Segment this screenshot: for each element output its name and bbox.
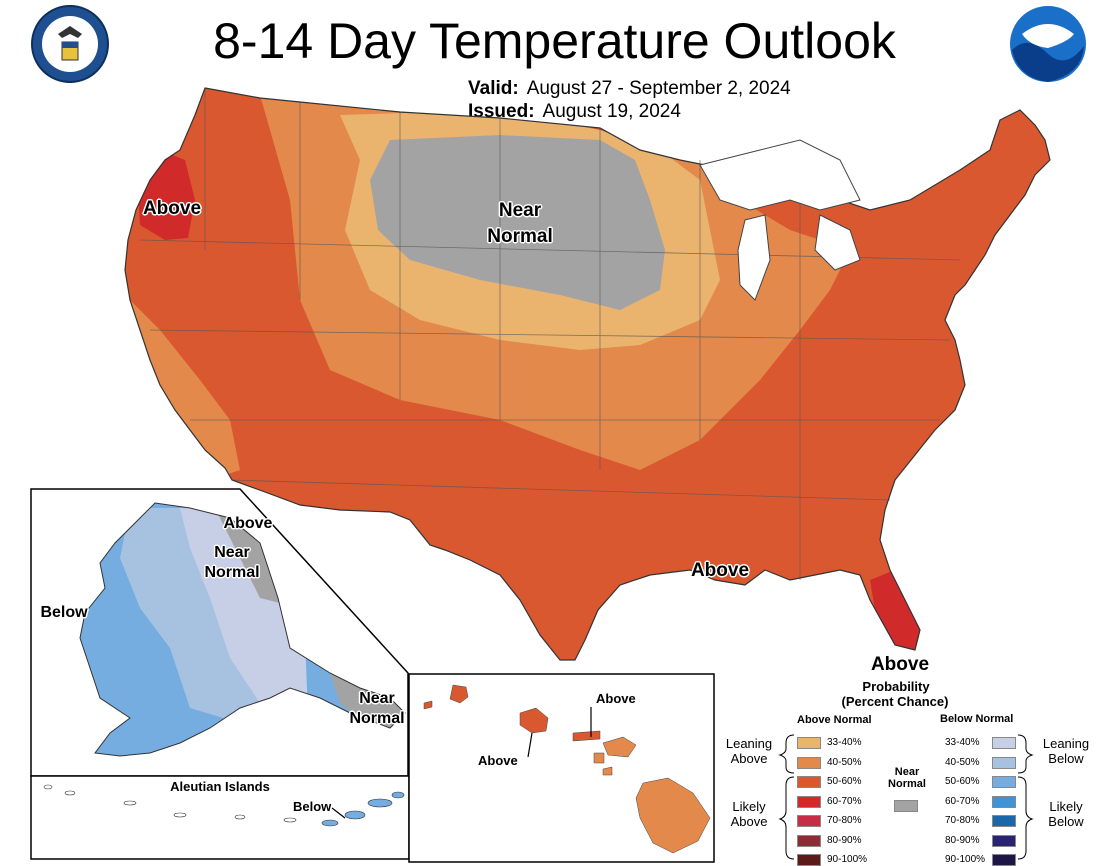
legend-above-braces (778, 734, 795, 860)
alaska-below-label: Below (40, 604, 88, 621)
above-60-70-florida-region (870, 570, 920, 650)
hawaii-lanai (593, 752, 605, 764)
great-lakes-michigan (737, 214, 771, 301)
valid-dates: August 27 - September 2, 2024 (526, 78, 791, 99)
legend-above-swatch-1 (797, 756, 821, 769)
legend-above-range-label: 80-90% (827, 834, 862, 846)
legend-below-swatch-1 (992, 756, 1016, 769)
legend-above-swatch-2 (797, 776, 821, 788)
legend-above-range-label: 70-80% (827, 815, 862, 826)
legend-above-swatch-4 (797, 815, 821, 827)
conus-near-normal-label-2: Normal (487, 226, 553, 247)
alaska-near-label-1: Near (214, 544, 250, 561)
page-title: 8-14 Day Temperature Outlook (213, 13, 896, 69)
alaska-outline (79, 502, 406, 757)
legend-leaning-above-label: Leaning Above (725, 736, 773, 766)
legend-below-header: Below Normal (940, 713, 1014, 725)
department-of-commerce-seal (30, 4, 110, 84)
conus-near-normal-label-1: Near (498, 200, 542, 221)
legend-leaning-below-label: Leaning Below (1042, 736, 1090, 766)
legend-title-2: (Percent Chance) (841, 694, 949, 709)
hawaii-niihau (423, 700, 433, 710)
alaska-se-near-label-2: Normal (349, 710, 405, 727)
legend-below-swatch-0 (992, 737, 1016, 749)
alaska-inset (30, 488, 409, 777)
legend-above-range-label: 60-70% (827, 795, 862, 807)
hawaii-maui (602, 736, 637, 758)
hawaii-kauai (449, 684, 469, 704)
alaska-se-near-label-1: Near (359, 690, 395, 707)
aleutian-below-pointer (331, 807, 346, 819)
legend-below-swatch-5 (992, 834, 1016, 847)
state-boundaries (139, 88, 961, 580)
conus-above-south-label: Above (690, 560, 750, 581)
legend-below-range-label: 90-100% (945, 854, 986, 865)
legend-above-swatch-6 (797, 854, 821, 866)
legend-below-swatch-2 (992, 776, 1016, 788)
hawaii-kahoolawe (602, 766, 613, 776)
great-lakes-huron (814, 214, 861, 271)
legend-below-swatch-6 (992, 854, 1016, 866)
noaa-logo (1008, 4, 1088, 84)
legend-below-range-label: 33-40% (945, 737, 980, 748)
leaning-above-40-50-california-region (130, 300, 240, 480)
legend-above-range-label: 33-40% (827, 737, 862, 748)
great-lakes-superior (699, 139, 861, 211)
near-normal-conus-region (370, 135, 665, 310)
legend-near-normal-swatch (894, 800, 918, 812)
alaska-above-label: Above (223, 515, 273, 532)
legend-below-range-label: 70-80% (945, 815, 980, 826)
alaska-near-label-2: Normal (204, 564, 260, 581)
hawaii-big-island (635, 777, 711, 854)
legend-above-header: Above Normal (797, 714, 872, 726)
legend-below-range-label: 80-90% (945, 834, 980, 846)
hawaii-oahu (519, 707, 549, 734)
legend-above-range-label: 40-50% (827, 756, 862, 768)
conus-above-east-label: Above (870, 654, 930, 675)
legend-above-swatch-3 (797, 795, 821, 808)
aleutian-islands-shapes (43, 784, 405, 827)
hawaii-molokai (572, 730, 601, 742)
legend-above-range-label: 50-60% (827, 776, 862, 787)
legend-below-swatch-3 (992, 795, 1016, 808)
legend-above-swatch-0 (797, 737, 821, 749)
legend-title-1: Probability (862, 679, 930, 694)
legend-below-braces (1017, 734, 1034, 860)
legend-below-swatch-4 (992, 815, 1016, 827)
legend-below-range-label: 40-50% (945, 756, 980, 768)
valid-line: Valid: August 27 - September 2, 2024 (468, 78, 791, 100)
valid-label: Valid: (468, 78, 519, 99)
legend-likely-below-label: Likely Below (1048, 799, 1084, 829)
hawaii-above-label-1: Above (596, 691, 636, 706)
hawaii-above-label-2: Above (478, 753, 518, 768)
legend-near-normal-label: Near Normal (888, 766, 926, 790)
legend-likely-above-label: Likely Above (730, 799, 768, 829)
aleutian-title: Aleutian Islands (170, 779, 270, 794)
hawaii-above-pointer-2 (527, 732, 533, 758)
issued-date: August 19, 2024 (542, 101, 681, 122)
aleutian-below-label: Below (293, 799, 332, 814)
conus-outline (124, 87, 1051, 661)
hawaii-inset (408, 673, 715, 863)
legend-above-swatch-5 (797, 834, 821, 847)
legend-below-range-label: 50-60% (945, 776, 980, 787)
legend-above-range-label: 90-100% (827, 854, 868, 865)
legend-below-range-label: 60-70% (945, 795, 980, 807)
conus-above-west-label: Above (142, 198, 202, 219)
